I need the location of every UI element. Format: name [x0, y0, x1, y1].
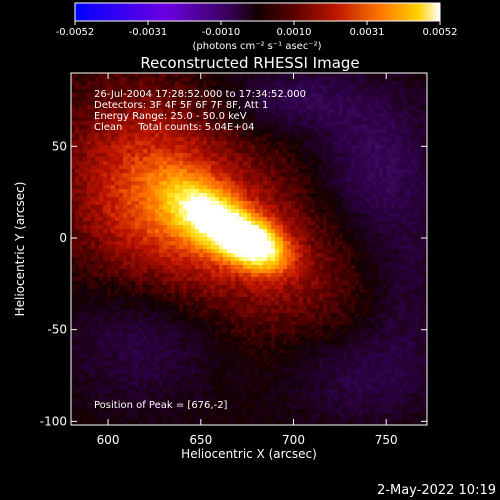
- y-tick-label: -50: [47, 323, 67, 337]
- colorbar-tick-label: 0.0010: [277, 27, 312, 38]
- x-tick-label: 700: [282, 433, 305, 447]
- annotation-block: 26-Jul-2004 17:28:52.000 to 17:34:52.000…: [94, 89, 306, 133]
- x-axis-label: Heliocentric X (arcsec): [181, 447, 317, 461]
- plot-frame: [70, 72, 428, 426]
- colorbar: -0.0052 -0.0031 -0.0010 0.0010 0.0031 0.0052 …: [56, 2, 458, 52]
- colorbar-tick-label: -0.0010: [202, 27, 241, 38]
- annotation-time: 26-Jul-2004 17:28:52.000 to 17:34:52.000: [94, 89, 306, 100]
- y-tick-label: -100: [40, 414, 67, 428]
- plot-title: Reconstructed RHESSI Image: [140, 54, 359, 72]
- colorbar-tick-label: 0.0031: [350, 27, 385, 38]
- y-tick-label: 0: [59, 231, 67, 245]
- annotation-clean: Clean Total counts: 5.04E+04: [94, 122, 254, 133]
- colorbar-unit-label: (photons cm⁻² s⁻¹ asec⁻²): [192, 41, 321, 52]
- annotation-detectors: Detectors: 3F 4F 5F 6F 7F 8F, Att 1: [94, 100, 268, 111]
- y-tick-label: 50: [52, 139, 67, 153]
- colorbar-tick-label: -0.0052: [56, 27, 95, 38]
- y-axis-ticks: -100 -50 0 50: [40, 139, 427, 428]
- colorbar-ticks: -0.0052 -0.0031 -0.0010 0.0010 0.0031 0.0052: [56, 21, 458, 38]
- peak-position-label: Position of Peak = [676,-2]: [94, 400, 228, 411]
- footer-date: 2-May-2022 10:19: [377, 483, 496, 498]
- y-axis-label: Heliocentric Y (arcsec): [13, 182, 27, 317]
- x-axis-ticks: 600 650 700 750: [97, 73, 398, 447]
- colorbar-tick-label: -0.0031: [129, 27, 168, 38]
- annotation-energy: Energy Range: 25.0 - 50.0 keV: [94, 111, 247, 122]
- x-tick-label: 600: [97, 433, 120, 447]
- x-tick-label: 750: [375, 433, 398, 447]
- colorbar-gradient: [74, 2, 441, 22]
- colorbar-tick-label: 0.0052: [423, 27, 458, 38]
- heatmap-image: [71, 73, 427, 425]
- x-tick-label: 650: [189, 433, 212, 447]
